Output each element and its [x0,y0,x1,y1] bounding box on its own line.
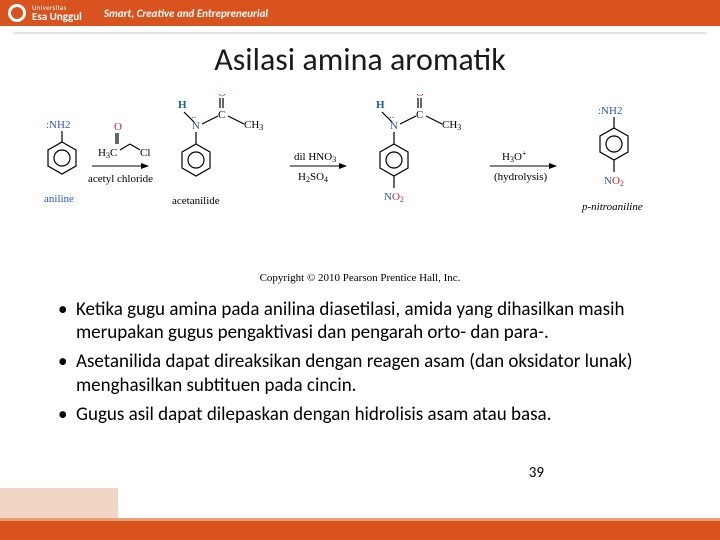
label-no2-1: NO2 [384,191,404,204]
mol-acetanilide: H N .. C O CH3 acetanilide [172,94,263,207]
label-pnitroaniline: p-nitroaniline [581,201,643,213]
svg-text:..: .. [191,109,197,121]
label-n2: N [390,120,398,132]
mol-aniline: :NH2 aniline [44,119,76,205]
label-ch3-1: H3C [98,147,117,160]
svg-text:..: .. [389,109,395,121]
label-nh2-2: :NH2 [598,105,622,117]
label-h2so4: H2SO4 [298,171,328,184]
footer-bar [0,518,720,540]
footer-accent [0,488,118,518]
bullet-2: Asetanilida dapat direaksikan dengan rea… [58,350,662,396]
header-rule [14,32,706,34]
university-name: Esa Unggul [32,10,82,23]
label-o2: O [218,94,226,99]
label-aniline: aniline [44,193,74,205]
label-nh2: :NH2 [46,119,70,131]
label-dilhno3: dil HNO3 [294,151,336,164]
label-cl: Cl [140,147,150,159]
reaction-diagram: :NH2 aniline O H3C Cl acetyl chloride H … [0,94,720,254]
label-no2-2: NO2 [604,175,624,188]
label-acetanilide: acetanilide [172,195,220,207]
page-number: 39 [529,464,544,482]
logo-icon [8,4,26,22]
slide-title: Asilasi amina aromatik [0,40,720,79]
header-bar: Universitas Esa Unggul Smart, Creative a… [0,0,720,26]
label-n1: N [192,120,200,132]
label-o3: O [416,94,424,99]
label-o1: O [114,121,122,133]
bullet-3: Gugus asil dapat dilepaskan dengan hidro… [58,403,662,426]
label-h2: H [376,99,385,111]
label-c1: C [218,109,225,121]
label-hydrolysis: (hydrolysis) [494,171,548,183]
bullet-1: Ketika gugu amina pada anilina diasetila… [58,298,662,344]
mol-pnitroaniline: :NH2 NO2 p-nitroaniline [581,105,643,213]
logo-text: Universitas Esa Unggul [32,4,82,22]
tagline: Smart, Creative and Entrepreneurial [104,7,268,20]
label-h3o: H3O+ [502,149,527,164]
mol-nitroacetanilide: H N .. C O CH3 NO2 [376,94,461,204]
label-ch3-2: CH3 [244,119,263,132]
logo: Universitas Esa Unggul [8,4,82,22]
label-h1: H [178,99,187,111]
label-acetyl-chloride: acetyl chloride [88,173,153,185]
label-c2: C [416,109,423,121]
copyright: Copyright © 2010 Pearson Prentice Hall, … [0,272,720,284]
label-ch3-3: CH3 [442,119,461,132]
bullet-list: Ketika gugu amina pada anilina diasetila… [58,298,662,432]
